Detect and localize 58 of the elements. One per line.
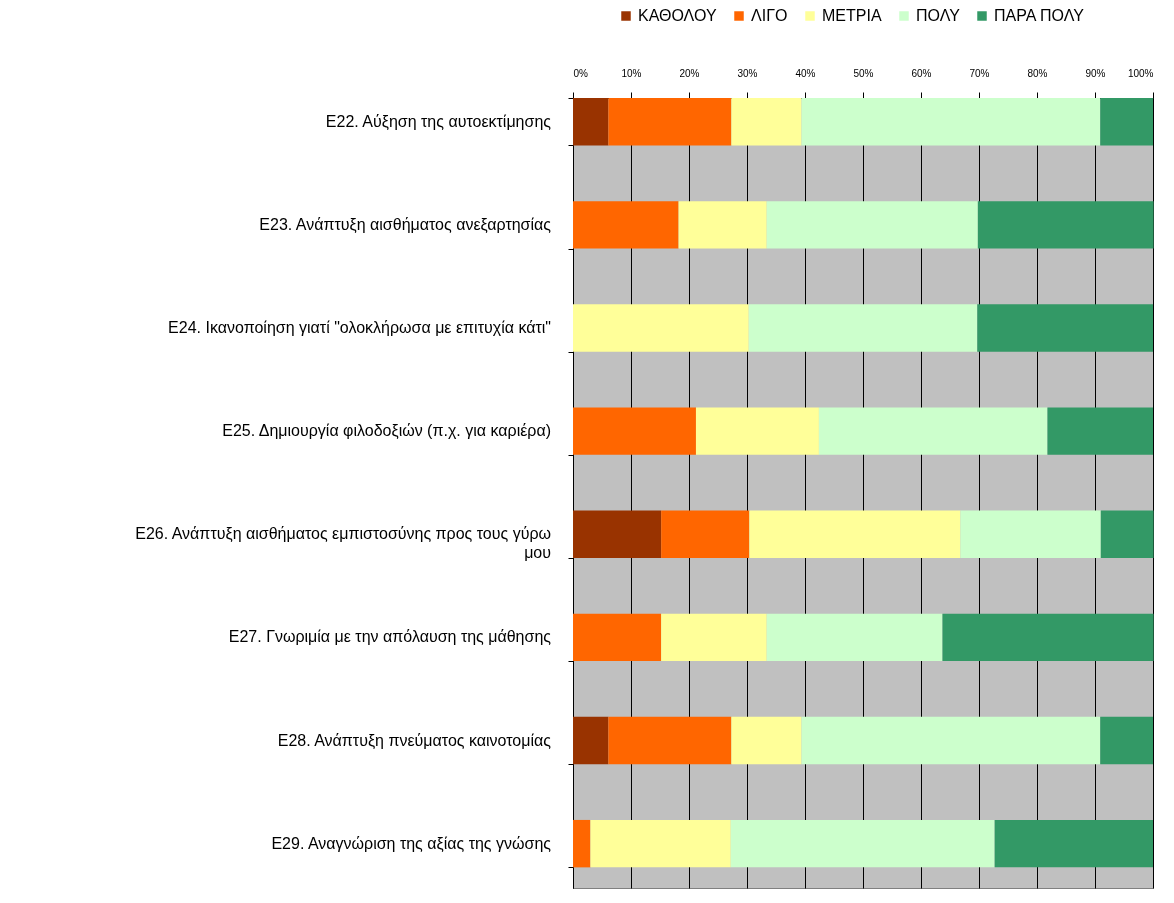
bar	[1100, 716, 1153, 765]
x-tick-label: 30%	[737, 67, 758, 79]
bar	[977, 304, 1153, 352]
bar	[1047, 407, 1153, 455]
bar	[573, 819, 591, 868]
bar	[573, 304, 749, 352]
legend-label: ΛΙΓΟ	[751, 7, 788, 24]
legend-label: ΚΑΘΟΛΟΥ	[638, 7, 717, 24]
y-tick-label: Ε22. Αύξηση της αυτοεκτίμησης	[325, 112, 552, 131]
bar	[590, 819, 731, 868]
bar	[573, 98, 609, 146]
bar	[678, 201, 767, 249]
bar	[1100, 98, 1153, 146]
y-tick-label: Ε25. Δημιουργία φιλοδοξιών (π.χ. για καριέρα)	[222, 422, 551, 441]
bar	[766, 613, 943, 662]
bar	[573, 407, 696, 455]
bar	[731, 716, 802, 765]
y-tick-label: Ε23. Ανάπτυξη αισθήματος ανεξαρτησίας	[259, 215, 552, 234]
legend-label: ΜΕΤΡΙΑ	[822, 7, 882, 24]
bar	[661, 510, 750, 558]
bar	[749, 510, 961, 558]
x-tick-label: 100%	[1127, 67, 1154, 79]
bar	[1100, 510, 1154, 558]
y-tick-label: Ε28. Ανάπτυξη πνεύματος καινοτομίας	[277, 731, 552, 750]
y-tick-label: Ε29. Αναγνώριση της αξίας της γνώσης	[271, 834, 552, 853]
x-tick-label: 40%	[795, 67, 816, 79]
x-tick-label: 10%	[621, 67, 642, 79]
bar	[994, 819, 1153, 868]
y-tick-label: Ε24. Ικανοποίηση γιατί "ολοκλήρωσα με επιτυχία κάτι"	[168, 318, 551, 336]
bar	[573, 716, 609, 765]
x-tick-label: 70%	[969, 67, 990, 79]
bar	[801, 98, 1101, 146]
bar	[730, 819, 995, 868]
bar	[801, 716, 1101, 765]
bar	[942, 613, 1154, 662]
bar	[573, 613, 662, 662]
bar	[573, 201, 679, 249]
bar	[748, 304, 978, 352]
bar	[977, 201, 1154, 249]
x-tick-label: 80%	[1027, 67, 1048, 79]
x-tick-label: 20%	[679, 67, 700, 79]
x-tick-label: 0%	[573, 67, 589, 79]
bar	[661, 613, 767, 662]
bar	[695, 407, 819, 455]
y-tick-label: Ε26. Ανάπτυξη αισθήματος εμπιστοσύνης προς τους γύρω μου	[135, 525, 551, 562]
x-tick-label: 50%	[853, 67, 874, 79]
legend-label: ΠΟΛΥ	[916, 7, 961, 24]
bar	[608, 98, 732, 146]
bar	[766, 201, 978, 249]
bar	[608, 716, 732, 765]
bar	[818, 407, 1048, 455]
x-tick-label: 90%	[1085, 67, 1106, 79]
bar	[960, 510, 1101, 558]
bar	[573, 510, 662, 558]
y-tick-label: Ε27. Γνωριμία με την απόλαυση της μάθησης	[228, 628, 552, 646]
bar	[731, 98, 802, 146]
legend-label: ΠΑΡΑ ΠΟΛΥ	[994, 7, 1085, 24]
x-tick-label: 60%	[911, 67, 932, 79]
